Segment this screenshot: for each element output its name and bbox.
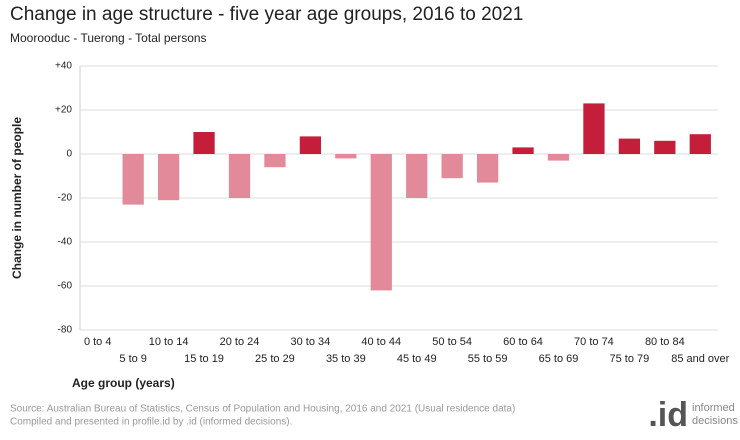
bar	[441, 154, 463, 179]
x-tick-label: 15 to 19	[184, 353, 224, 365]
x-tick-label: 45 to 49	[397, 353, 437, 365]
bar	[547, 154, 570, 161]
bar	[689, 134, 711, 154]
x-tick-label: 10 to 14	[149, 336, 189, 348]
bar	[654, 140, 676, 154]
logo-word: informed	[692, 402, 735, 414]
bar	[122, 154, 144, 205]
y-tick-label: -40	[58, 237, 73, 248]
x-tick-label: 30 to 34	[291, 336, 331, 348]
bar	[370, 154, 392, 291]
x-tick-label: 50 to 54	[432, 336, 472, 348]
logo-word: decisions	[692, 415, 738, 427]
x-tick-label: 55 to 59	[468, 353, 508, 365]
x-tick-label: 35 to 39	[326, 353, 366, 365]
y-tick-label: +40	[55, 61, 72, 72]
x-tick-label: 70 to 74	[574, 336, 614, 348]
y-tick-label: -80	[58, 325, 73, 336]
source-line: Source: Australian Bureau of Statistics,…	[10, 404, 515, 415]
logo-mark: .id	[648, 396, 688, 434]
bar	[157, 154, 180, 201]
x-tick-label: 25 to 29	[255, 353, 295, 365]
bar	[193, 132, 215, 154]
chart-subtitle: Moorooduc - Tuerong - Total persons	[10, 31, 207, 45]
y-tick-label: -60	[58, 281, 73, 292]
y-axis-title: Change in number of people	[10, 117, 24, 279]
x-tick-label: 85 and over	[671, 353, 729, 365]
x-tick-label: 20 to 24	[220, 336, 260, 348]
y-tick-label: +20	[55, 105, 72, 116]
bar	[264, 154, 286, 168]
bar	[583, 103, 605, 154]
x-axis-title: Age group (years)	[72, 376, 175, 390]
bar	[406, 154, 428, 198]
x-tick-label: 40 to 44	[361, 336, 401, 348]
x-tick-label: 65 to 69	[539, 353, 579, 365]
x-tick-label: 80 to 84	[645, 336, 685, 348]
x-tick-label: 60 to 64	[503, 336, 543, 348]
source-line: Compiled and presented in profile.id by …	[10, 417, 292, 428]
x-tick-label: 75 to 79	[610, 353, 650, 365]
bar	[335, 154, 357, 159]
x-tick-label: 0 to 4	[84, 336, 112, 348]
x-tick-label: 5 to 9	[119, 353, 147, 365]
bar	[299, 136, 322, 154]
y-tick-label: 0	[66, 149, 72, 160]
chart-title: Change in age structure - five year age …	[10, 4, 523, 25]
bar	[512, 147, 534, 154]
bar	[476, 154, 499, 183]
y-tick-label: -20	[58, 193, 73, 204]
bar	[228, 154, 251, 198]
bar	[618, 138, 641, 154]
